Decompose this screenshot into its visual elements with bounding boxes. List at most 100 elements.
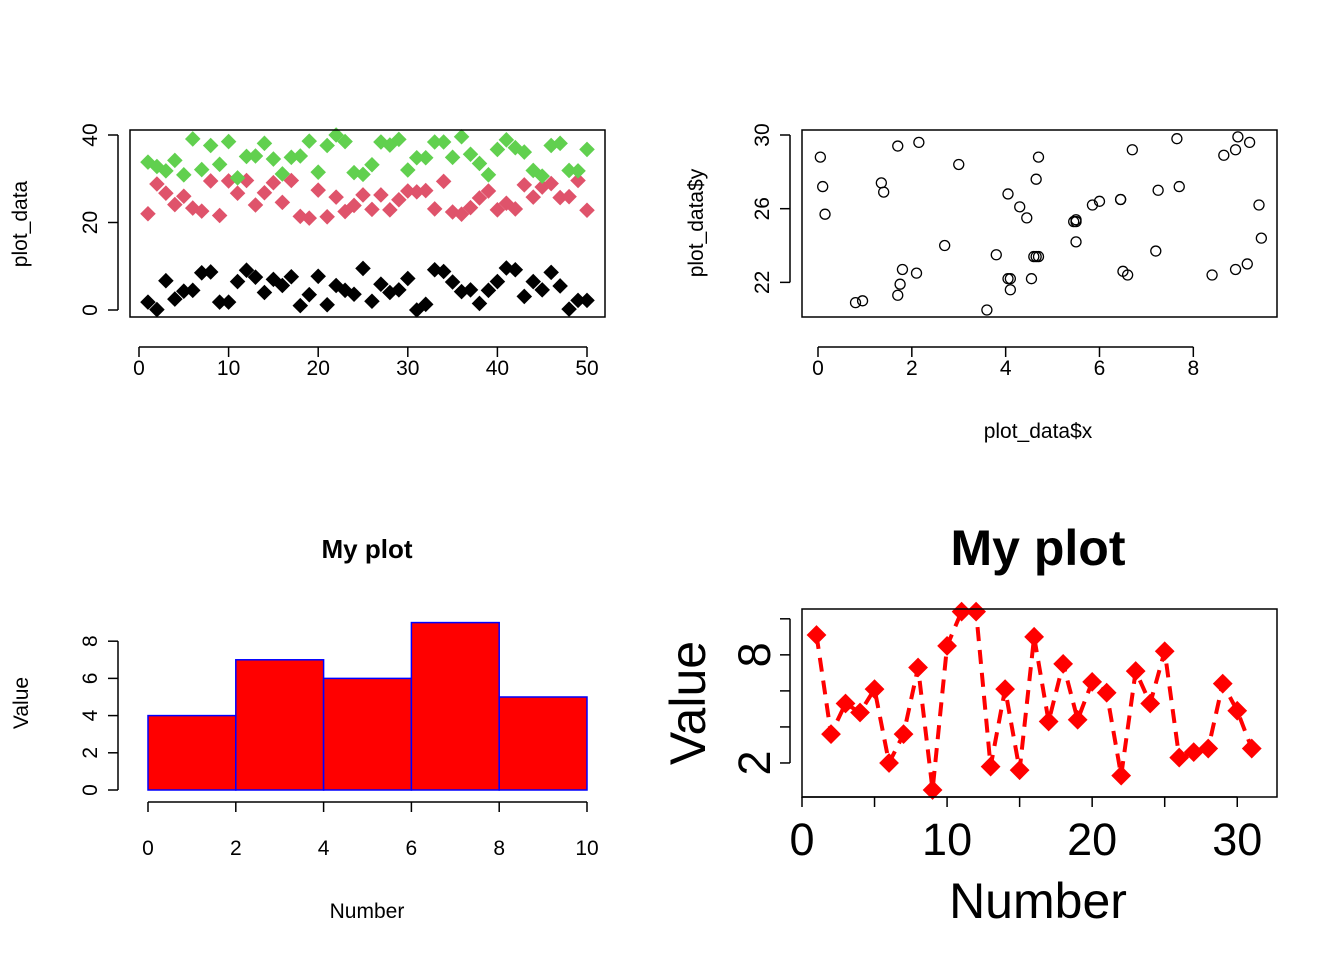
data-point	[1030, 173, 1042, 185]
data-point	[1232, 131, 1244, 143]
data-point	[875, 177, 887, 189]
data-point	[400, 270, 416, 287]
data-point	[1212, 673, 1233, 694]
x-tick-label: 20	[1067, 814, 1117, 865]
series-2	[140, 172, 595, 226]
y-tick-label: 2	[79, 747, 102, 759]
data-point	[856, 295, 869, 307]
x-tick-label: 10	[575, 837, 598, 860]
data-point	[462, 199, 479, 216]
x-tick-label: 4	[318, 837, 330, 860]
data-point	[220, 133, 237, 150]
data-point	[229, 185, 246, 201]
x-tick-label: 6	[1094, 357, 1106, 380]
data-point	[158, 185, 174, 201]
data-point	[910, 267, 923, 279]
data-point	[1093, 195, 1106, 207]
data-point	[552, 189, 568, 206]
x-tick-label: 0	[142, 837, 154, 860]
data-point	[579, 141, 595, 158]
data-point	[265, 151, 282, 167]
series-1	[140, 260, 595, 318]
data-point	[391, 131, 407, 148]
data-point	[364, 156, 380, 173]
data-point	[1053, 653, 1074, 674]
data-point	[364, 201, 380, 218]
data-point	[1125, 661, 1146, 681]
histogram-bar	[410, 621, 500, 791]
y-tick-label: 20	[79, 211, 102, 234]
data-point	[498, 132, 515, 148]
y-tick-label: 0	[79, 784, 102, 796]
data-point	[346, 197, 362, 214]
data-point	[310, 268, 326, 285]
data-point	[1241, 258, 1253, 270]
data-point	[561, 188, 577, 205]
data-point	[256, 284, 273, 301]
data-point	[937, 635, 957, 656]
data-point	[1038, 711, 1059, 732]
data-point	[471, 295, 488, 312]
data-point	[140, 205, 156, 222]
data-point	[355, 166, 371, 183]
data-point	[953, 158, 965, 171]
data-point	[1206, 269, 1218, 281]
data-point	[1002, 188, 1014, 200]
data-point	[1004, 284, 1017, 296]
data-point	[543, 264, 559, 281]
data-point	[193, 203, 210, 219]
data-point	[167, 152, 183, 169]
data-point	[480, 183, 497, 199]
data-point	[229, 170, 246, 186]
data-point	[426, 201, 443, 217]
data-point	[570, 172, 586, 189]
data-point	[1243, 136, 1256, 149]
data-point	[892, 140, 904, 152]
data-point	[980, 756, 1001, 777]
data-point	[426, 134, 443, 150]
x-tick-label: 10	[922, 814, 972, 865]
data-point	[1086, 199, 1099, 211]
data-point	[1025, 273, 1038, 285]
data-point	[301, 210, 318, 226]
data-point	[1126, 144, 1138, 156]
x-tick-label: 30	[396, 357, 419, 380]
data-point	[167, 291, 183, 307]
data-point	[1171, 133, 1183, 145]
data-point	[256, 135, 273, 152]
x-tick-label: 30	[1212, 814, 1262, 865]
data-point	[939, 239, 951, 252]
x-tick-label: 6	[406, 837, 418, 860]
chart-title: My plot	[951, 520, 1126, 576]
data-point	[229, 273, 246, 290]
data-point	[1255, 232, 1267, 244]
data-point	[140, 294, 156, 310]
data-point	[149, 176, 165, 192]
x-axis-label: Number	[330, 900, 405, 923]
histogram-bar	[322, 677, 413, 791]
data-point	[507, 201, 524, 217]
data-point	[922, 780, 943, 800]
data-point	[1173, 180, 1185, 193]
data-point	[355, 260, 371, 277]
data-point	[552, 135, 568, 152]
histogram-bar	[147, 714, 237, 791]
data-point	[355, 187, 371, 203]
data-point	[400, 162, 416, 178]
data-point	[274, 194, 291, 211]
x-tick-label: 10	[217, 357, 240, 380]
data-point	[480, 167, 497, 183]
data-point	[1032, 151, 1045, 163]
y-tick-label: 8	[79, 635, 102, 647]
data-point	[1082, 671, 1103, 692]
histogram-bar	[235, 659, 325, 791]
data-point	[1152, 184, 1164, 196]
data-point	[1227, 700, 1248, 721]
x-tick-label: 8	[493, 837, 505, 860]
data-point	[1030, 250, 1042, 263]
histogram-bar	[498, 696, 588, 791]
data-point	[896, 263, 909, 276]
x-tick-label: 0	[133, 357, 145, 380]
data-point	[292, 297, 309, 314]
